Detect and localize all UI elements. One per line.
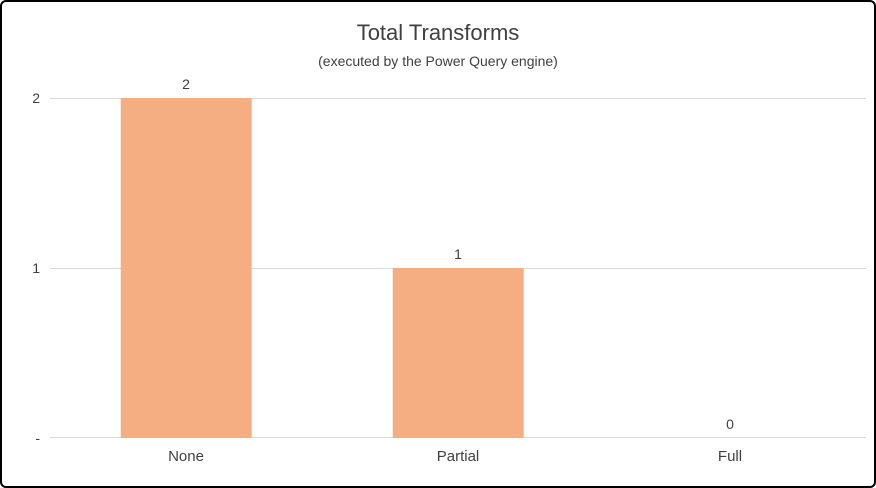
chart-subtitle: (executed by the Power Query engine) [318,53,558,69]
data-label-none: 2 [182,76,190,92]
chart-title: Total Transforms [356,20,520,45]
data-label-partial: 1 [454,246,462,262]
x-axis: None Partial Full [50,448,866,465]
y-tick-label-2: 2 [32,90,40,106]
x-tick-label-full: Full [717,448,743,465]
data-label-full: 0 [726,416,734,432]
bar-partial [392,268,524,438]
bar-none [120,98,252,438]
bar-group-full: 0 [594,98,866,438]
chart-header: Total Transforms (executed by the Power … [2,2,874,70]
x-tick-label-none: None [168,448,204,465]
plot-area: 2 1 - 2 1 0 [10,76,866,446]
bar-group-partial: 1 [322,98,594,438]
bar-series: 2 1 0 [50,76,866,438]
gridline-y2 [50,98,866,99]
x-tick-label-partial: Partial [436,448,480,465]
y-tick-label-1: 1 [32,260,40,276]
y-tick-label-0: - [35,430,40,446]
bar-group-none: 2 [50,76,322,438]
